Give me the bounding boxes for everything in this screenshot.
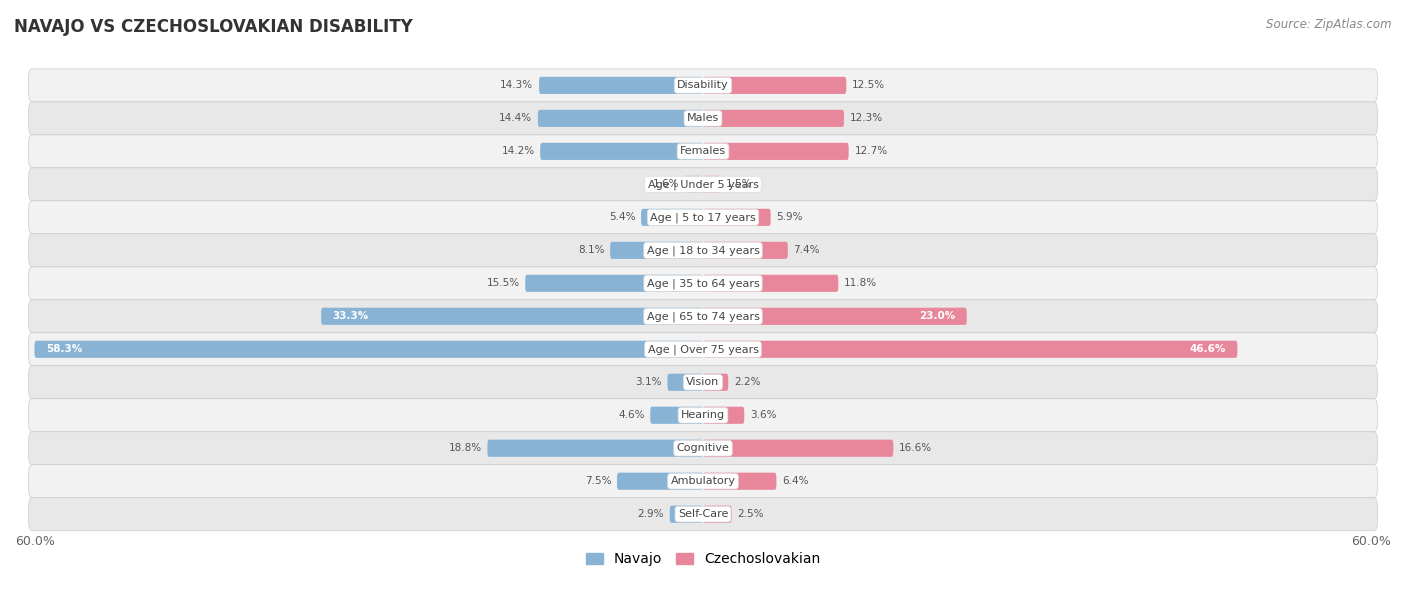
FancyBboxPatch shape — [28, 234, 1378, 267]
Text: 12.3%: 12.3% — [849, 113, 883, 124]
Text: Source: ZipAtlas.com: Source: ZipAtlas.com — [1267, 18, 1392, 31]
FancyBboxPatch shape — [703, 506, 731, 523]
FancyBboxPatch shape — [321, 308, 703, 325]
Text: 7.5%: 7.5% — [585, 476, 612, 486]
FancyBboxPatch shape — [703, 275, 838, 292]
Text: Females: Females — [681, 146, 725, 157]
FancyBboxPatch shape — [610, 242, 703, 259]
FancyBboxPatch shape — [28, 102, 1378, 135]
Text: 33.3%: 33.3% — [333, 312, 368, 321]
FancyBboxPatch shape — [703, 439, 893, 457]
Text: Age | 35 to 64 years: Age | 35 to 64 years — [647, 278, 759, 289]
FancyBboxPatch shape — [703, 110, 844, 127]
Text: NAVAJO VS CZECHOSLOVAKIAN DISABILITY: NAVAJO VS CZECHOSLOVAKIAN DISABILITY — [14, 18, 413, 36]
FancyBboxPatch shape — [28, 431, 1378, 465]
FancyBboxPatch shape — [538, 77, 703, 94]
Text: Age | Under 5 years: Age | Under 5 years — [648, 179, 758, 190]
FancyBboxPatch shape — [703, 472, 776, 490]
Text: 14.2%: 14.2% — [502, 146, 534, 157]
Text: 60.0%: 60.0% — [15, 535, 55, 548]
Text: 12.5%: 12.5% — [852, 80, 886, 91]
FancyBboxPatch shape — [28, 300, 1378, 333]
FancyBboxPatch shape — [703, 143, 849, 160]
FancyBboxPatch shape — [703, 374, 728, 391]
Text: Age | 65 to 74 years: Age | 65 to 74 years — [647, 311, 759, 321]
Text: 5.9%: 5.9% — [776, 212, 803, 222]
Text: 6.4%: 6.4% — [782, 476, 808, 486]
Text: 2.9%: 2.9% — [637, 509, 664, 519]
FancyBboxPatch shape — [703, 308, 967, 325]
Text: 60.0%: 60.0% — [1351, 535, 1391, 548]
FancyBboxPatch shape — [703, 242, 787, 259]
FancyBboxPatch shape — [28, 333, 1378, 366]
Text: 14.3%: 14.3% — [501, 80, 533, 91]
FancyBboxPatch shape — [28, 465, 1378, 498]
Text: 5.4%: 5.4% — [609, 212, 636, 222]
FancyBboxPatch shape — [28, 201, 1378, 234]
Text: 4.6%: 4.6% — [619, 410, 644, 420]
FancyBboxPatch shape — [685, 176, 703, 193]
FancyBboxPatch shape — [28, 135, 1378, 168]
Text: 16.6%: 16.6% — [898, 443, 932, 453]
Text: 58.3%: 58.3% — [46, 345, 82, 354]
Text: Self-Care: Self-Care — [678, 509, 728, 519]
FancyBboxPatch shape — [617, 472, 703, 490]
Text: 3.6%: 3.6% — [749, 410, 776, 420]
FancyBboxPatch shape — [703, 77, 846, 94]
FancyBboxPatch shape — [488, 439, 703, 457]
Text: 14.4%: 14.4% — [499, 113, 531, 124]
Text: Cognitive: Cognitive — [676, 443, 730, 453]
FancyBboxPatch shape — [668, 374, 703, 391]
Text: 7.4%: 7.4% — [793, 245, 820, 255]
FancyBboxPatch shape — [526, 275, 703, 292]
FancyBboxPatch shape — [35, 341, 703, 358]
FancyBboxPatch shape — [28, 498, 1378, 531]
Text: 12.7%: 12.7% — [855, 146, 887, 157]
FancyBboxPatch shape — [703, 341, 1237, 358]
Text: 1.5%: 1.5% — [725, 179, 752, 189]
Text: Age | Over 75 years: Age | Over 75 years — [648, 344, 758, 354]
FancyBboxPatch shape — [703, 209, 770, 226]
Text: 18.8%: 18.8% — [449, 443, 482, 453]
FancyBboxPatch shape — [703, 406, 744, 424]
FancyBboxPatch shape — [28, 69, 1378, 102]
Text: 1.6%: 1.6% — [652, 179, 679, 189]
FancyBboxPatch shape — [28, 267, 1378, 300]
Text: Age | 18 to 34 years: Age | 18 to 34 years — [647, 245, 759, 256]
FancyBboxPatch shape — [28, 168, 1378, 201]
Text: 15.5%: 15.5% — [486, 278, 520, 288]
FancyBboxPatch shape — [540, 143, 703, 160]
Text: Disability: Disability — [678, 80, 728, 91]
Text: 23.0%: 23.0% — [920, 312, 955, 321]
FancyBboxPatch shape — [538, 110, 703, 127]
Legend: Navajo, Czechoslovakian: Navajo, Czechoslovakian — [586, 553, 820, 567]
Text: 11.8%: 11.8% — [844, 278, 877, 288]
Text: Hearing: Hearing — [681, 410, 725, 420]
FancyBboxPatch shape — [641, 209, 703, 226]
FancyBboxPatch shape — [650, 406, 703, 424]
FancyBboxPatch shape — [703, 176, 720, 193]
Text: 2.2%: 2.2% — [734, 377, 761, 387]
Text: Vision: Vision — [686, 377, 720, 387]
Text: Males: Males — [688, 113, 718, 124]
FancyBboxPatch shape — [669, 506, 703, 523]
Text: Age | 5 to 17 years: Age | 5 to 17 years — [650, 212, 756, 223]
Text: 3.1%: 3.1% — [636, 377, 662, 387]
Text: 46.6%: 46.6% — [1189, 345, 1226, 354]
FancyBboxPatch shape — [28, 399, 1378, 431]
Text: Ambulatory: Ambulatory — [671, 476, 735, 486]
Text: 2.5%: 2.5% — [737, 509, 763, 519]
Text: 8.1%: 8.1% — [578, 245, 605, 255]
FancyBboxPatch shape — [28, 366, 1378, 399]
